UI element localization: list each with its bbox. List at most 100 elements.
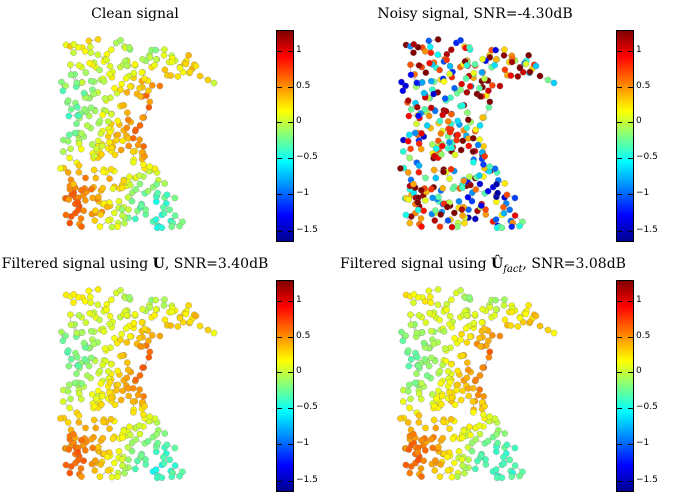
graph-node	[432, 174, 440, 182]
colorbar-tick-mark	[617, 51, 622, 52]
graph-node	[447, 166, 455, 173]
colorbar-tick-label: −1	[636, 437, 650, 448]
graph-node	[406, 219, 414, 227]
graph-node	[123, 89, 131, 96]
graph-node	[78, 473, 85, 480]
graph-node	[85, 112, 93, 120]
colorbar-tick-label: 0	[636, 116, 642, 127]
graph-node	[479, 114, 486, 121]
graph-node	[457, 37, 464, 44]
graph-node	[429, 194, 436, 202]
graph-node	[171, 444, 179, 452]
graph-node	[103, 203, 111, 211]
graph-node	[75, 140, 83, 147]
graph-node	[514, 323, 522, 330]
graph-node	[459, 462, 466, 469]
graph-node	[81, 48, 89, 55]
graph-node	[171, 194, 179, 202]
graph-node	[91, 152, 98, 160]
graph-node	[152, 216, 160, 223]
colorbar-tick-label: 0.5	[636, 80, 651, 91]
graph-node	[432, 457, 439, 464]
graph-node	[407, 71, 415, 79]
graph-plot	[397, 286, 558, 482]
colorbar-tick-mark	[288, 86, 293, 88]
graph-node	[486, 413, 494, 420]
graph-node	[149, 82, 156, 89]
graph-node	[124, 116, 132, 124]
colorbar-tick-mark	[628, 301, 633, 302]
graph-node	[414, 199, 422, 206]
graph-node	[82, 69, 90, 76]
graph-node	[417, 465, 425, 472]
graph-node	[166, 456, 173, 464]
graph-node	[126, 294, 133, 301]
graph-node	[161, 180, 169, 187]
graph-node	[115, 198, 123, 205]
graph-node	[136, 372, 144, 379]
colorbar-tick-mark	[277, 372, 282, 374]
graph-node	[106, 312, 114, 320]
colorbar-tick-mark	[288, 480, 293, 482]
graph-node	[464, 116, 472, 124]
graph-node	[138, 202, 145, 209]
graph-node	[461, 469, 468, 477]
graph-node	[136, 334, 143, 342]
graph-node	[92, 424, 100, 432]
graph-node	[126, 44, 133, 51]
graph-node	[503, 441, 511, 449]
graph-node	[123, 339, 131, 346]
graph-node	[104, 118, 112, 125]
graph-node	[75, 312, 83, 319]
graph-node	[414, 206, 422, 214]
graph-node	[140, 411, 147, 418]
graph-node	[90, 166, 98, 174]
graph-node	[66, 131, 73, 139]
graph-node	[87, 49, 95, 57]
graph-node	[120, 177, 127, 185]
graph-node	[447, 416, 455, 423]
graph-node	[466, 294, 473, 301]
graph-node	[64, 138, 72, 145]
graph-node	[174, 73, 182, 80]
graph-node	[132, 376, 139, 384]
graph-node	[430, 340, 437, 348]
graph-node	[107, 166, 115, 173]
graph-node	[441, 345, 449, 352]
graph-node	[65, 196, 73, 203]
graph-node	[152, 296, 159, 304]
graph-node	[140, 143, 147, 150]
graph-node	[75, 362, 82, 370]
graph-node	[496, 82, 504, 90]
graph-node	[95, 443, 102, 451]
graph-node	[464, 366, 472, 374]
graph-node	[525, 52, 532, 59]
graph-node	[117, 336, 124, 344]
graph-node	[397, 165, 404, 172]
graph-node	[98, 401, 105, 408]
graph-node	[404, 347, 412, 354]
graph-node	[449, 185, 457, 192]
graph-node	[89, 391, 96, 398]
colorbar-tick-mark	[277, 86, 282, 88]
graph-node	[451, 151, 459, 159]
graph-node	[176, 314, 184, 322]
graph-node	[461, 219, 468, 227]
colorbar-tick-label: −1.5	[636, 474, 658, 485]
graph-node	[80, 457, 87, 465]
graph-node	[104, 368, 112, 375]
graph-node	[402, 461, 410, 469]
graph-node	[58, 78, 65, 86]
graph-node	[544, 76, 552, 84]
graph-node	[407, 311, 414, 318]
graph-node	[176, 222, 183, 230]
graph-node	[470, 69, 478, 77]
graph-node	[89, 444, 96, 452]
graph-node	[82, 174, 89, 182]
graph-node	[74, 103, 81, 111]
graph-node	[114, 367, 121, 375]
graph-node	[477, 93, 484, 100]
graph-node	[486, 98, 494, 106]
graph-node	[192, 312, 200, 320]
graph-node	[404, 138, 412, 145]
